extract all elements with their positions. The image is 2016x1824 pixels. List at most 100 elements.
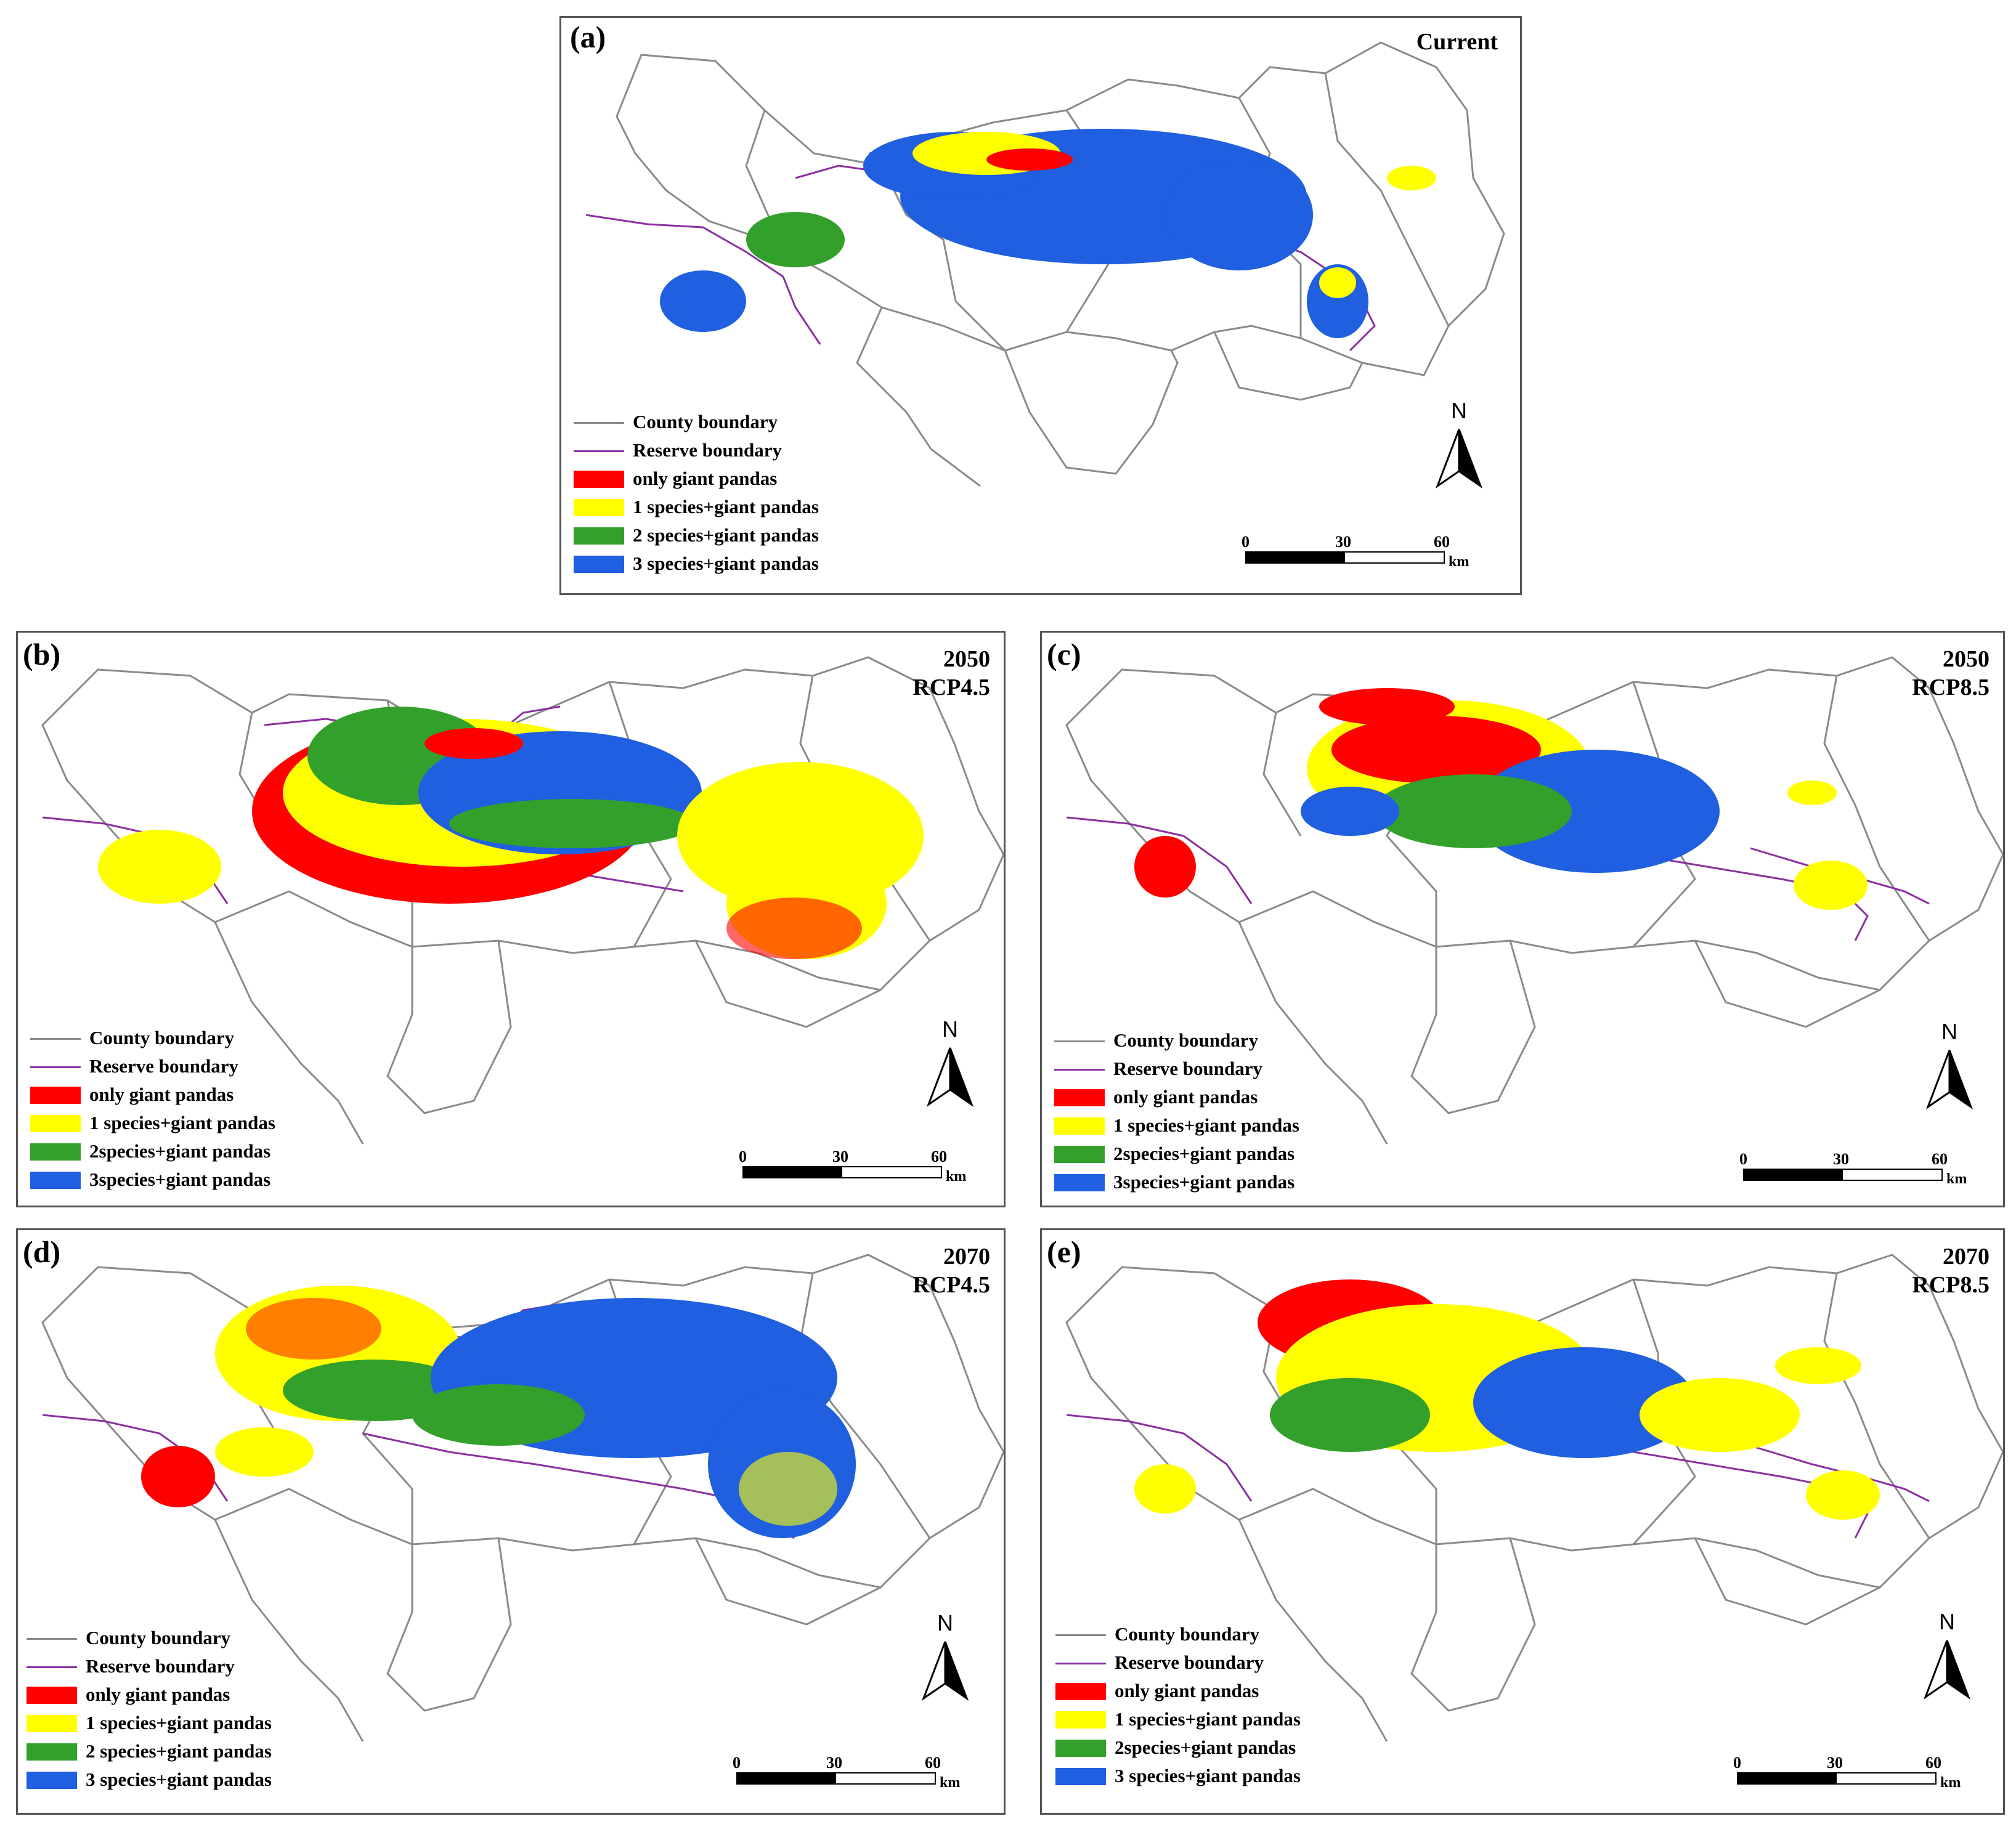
- habitat-blocks: [660, 129, 1436, 338]
- swatch-3-species: [1055, 1768, 1106, 1785]
- scale-bar: 0 30 60 km: [1739, 1150, 1990, 1193]
- swatch-2-species: [1055, 1740, 1106, 1757]
- north-arrow: N: [917, 1612, 973, 1704]
- map-canvas-e: [1065, 1254, 2003, 1742]
- scale-unit: km: [940, 1775, 961, 1791]
- north-letter: N: [1941, 1019, 1957, 1044]
- legend-label: 2species+giant pandas: [89, 1140, 271, 1162]
- county-boundary-symbol: [26, 1638, 77, 1640]
- north-arrow: N: [922, 1018, 978, 1111]
- legend-label: 2 species+giant pandas: [633, 524, 819, 546]
- county-boundary-symbol: [30, 1038, 81, 1040]
- swatch-2-species: [30, 1143, 81, 1161]
- scale-tick: 0: [733, 1754, 741, 1772]
- scale-tick: 0: [739, 1148, 747, 1165]
- legend-label: Reserve boundary: [633, 439, 782, 461]
- map-canvas-a: [585, 41, 1505, 487]
- swatch-1-species: [26, 1715, 77, 1732]
- swatch-only-giant-pandas: [1055, 1683, 1106, 1700]
- scale-black-segment: [1743, 1169, 1842, 1181]
- panel-title-line: 2050: [1943, 646, 1990, 672]
- map-panel-b: (b) 2050 RCP4.5 County boundary Reserve …: [16, 631, 1006, 1207]
- swatch-3-species: [30, 1172, 81, 1189]
- reserve-boundary-symbol: [1055, 1663, 1106, 1664]
- legend-label: 1 species+giant pandas: [1113, 1114, 1299, 1136]
- scale-tick: 60: [931, 1148, 947, 1165]
- legend-label: Reserve boundary: [86, 1655, 235, 1677]
- legend-label: 1 species+giant pandas: [1115, 1708, 1301, 1730]
- habitat-blocks: [1134, 1279, 1880, 1520]
- swatch-1-species: [30, 1115, 81, 1132]
- legend-label: Reserve boundary: [1115, 1652, 1264, 1673]
- scale-tick: 30: [826, 1754, 842, 1772]
- scale-black-segment: [1737, 1772, 1835, 1785]
- scale-tick: 0: [1733, 1754, 1741, 1772]
- panel-title-line: RCP4.5: [912, 675, 990, 700]
- scale-black-segment: [736, 1772, 835, 1785]
- legend-label: only giant pandas: [1115, 1680, 1259, 1701]
- scale-tick: 60: [1932, 1150, 1948, 1168]
- north-letter: N: [1939, 1609, 1955, 1634]
- legend-label: 2species+giant pandas: [1113, 1143, 1295, 1164]
- scale-white-segment: [841, 1166, 942, 1178]
- legend-label: County boundary: [86, 1627, 231, 1648]
- county-boundary-symbol: [574, 422, 624, 424]
- north-arrow-icon: [1925, 1050, 1973, 1109]
- panel-title-line: Current: [1416, 29, 1498, 55]
- legend-label: Reserve boundary: [1113, 1058, 1262, 1079]
- map-panel-d: (d) 2070 RCP4.5 County boundary Reserve …: [16, 1228, 1006, 1815]
- legend-label: only giant pandas: [86, 1684, 230, 1705]
- panel-title: 2050 RCP4.5: [912, 645, 990, 702]
- swatch-3-species: [574, 556, 624, 573]
- habitat-blocks: [98, 707, 924, 959]
- scale-black-segment: [1245, 551, 1344, 564]
- panel-title: Current: [1416, 28, 1498, 56]
- legend-label: 3 species+giant pandas: [633, 553, 819, 574]
- legend-label: 3 species+giant pandas: [1115, 1765, 1301, 1786]
- legend-label: 1 species+giant pandas: [633, 496, 819, 517]
- reserve-boundary-symbol: [574, 450, 624, 452]
- legend-label: 1 species+giant pandas: [86, 1712, 272, 1733]
- panel-title-line: 2070: [943, 1244, 990, 1270]
- scale-bar: 0 30 60 km: [1242, 533, 1492, 576]
- legend-label: 1 species+giant pandas: [89, 1112, 275, 1133]
- county-boundary-symbol: [1054, 1040, 1105, 1042]
- panel-title: 2070 RCP8.5: [1912, 1242, 1990, 1299]
- legend-label: County boundary: [89, 1027, 235, 1048]
- reserve-boundary-symbol: [30, 1066, 81, 1068]
- north-letter: N: [1451, 398, 1467, 423]
- north-letter: N: [942, 1016, 958, 1042]
- panel-label: (c): [1047, 637, 1081, 671]
- panel-label: (a): [570, 20, 606, 54]
- scale-tick: 0: [1242, 533, 1250, 551]
- map-canvas-b: [41, 656, 1004, 1145]
- legend-label: Reserve boundary: [89, 1055, 238, 1077]
- north-arrow: N: [1919, 1611, 1975, 1703]
- map-panel-a: (a) Current County boundary Reserve boun…: [559, 16, 1522, 595]
- north-arrow: N: [1922, 1021, 1977, 1113]
- scale-tick: 60: [1925, 1754, 1941, 1772]
- swatch-3-species: [1054, 1174, 1105, 1191]
- scale-tick: 30: [1827, 1754, 1843, 1772]
- legend-label: 2species+giant pandas: [1115, 1737, 1296, 1758]
- scale-white-segment: [1344, 551, 1445, 564]
- legend-label: 3species+giant pandas: [1113, 1171, 1295, 1193]
- panel-label: (b): [23, 637, 61, 671]
- legend-label: 3 species+giant pandas: [86, 1769, 272, 1790]
- north-arrow-icon: [1435, 429, 1483, 488]
- county-boundary-symbol: [1055, 1634, 1106, 1636]
- panel-title-line: RCP4.5: [912, 1272, 990, 1298]
- scale-unit: km: [1940, 1775, 1961, 1791]
- swatch-1-species: [1055, 1711, 1106, 1729]
- swatch-2-species: [26, 1743, 77, 1761]
- north-arrow: N: [1431, 400, 1487, 492]
- swatch-1-species: [1054, 1117, 1105, 1135]
- scale-white-segment: [835, 1772, 936, 1785]
- map-panel-e: (e) 2070 RCP8.5 County boundary Reserve …: [1040, 1228, 2005, 1815]
- north-arrow-icon: [926, 1047, 974, 1107]
- legend-label: 2 species+giant pandas: [86, 1740, 272, 1762]
- scale-tick: 60: [925, 1754, 941, 1772]
- panel-title-line: RCP8.5: [1912, 675, 1990, 700]
- panel-label: (d): [23, 1234, 61, 1269]
- panel-title: 2070 RCP4.5: [912, 1242, 990, 1299]
